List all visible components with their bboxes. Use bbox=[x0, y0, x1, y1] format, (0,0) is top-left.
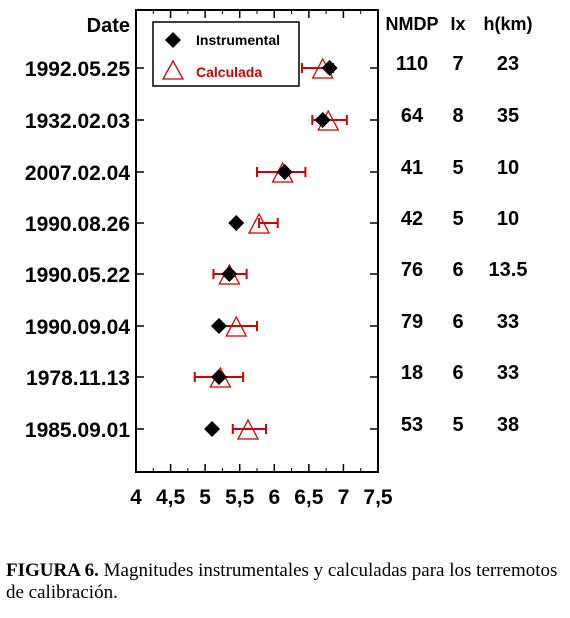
row-value-h: 13.5 bbox=[489, 259, 528, 281]
instrumental-marker bbox=[321, 60, 338, 76]
instrumental-marker bbox=[314, 112, 331, 128]
instrumental-marker bbox=[221, 266, 238, 282]
x-tick-label: 4 bbox=[130, 486, 142, 509]
legend-instrumental-label: Instrumental bbox=[196, 32, 280, 48]
row-value-nmdp: 79 bbox=[401, 311, 423, 333]
row-value-nmdp: 41 bbox=[401, 157, 423, 179]
column-header: Ix bbox=[450, 14, 465, 34]
figure-caption: FIGURA 6. Magnitudes instrumentales y ca… bbox=[6, 560, 566, 604]
row-date-label: 1985.09.01 bbox=[25, 419, 130, 442]
row-value-h: 10 bbox=[497, 157, 519, 179]
x-tick-label: 5,5 bbox=[225, 486, 255, 509]
row-date-label: 1932.02.03 bbox=[25, 110, 130, 133]
row-value-h: 23 bbox=[497, 53, 519, 75]
calculada-marker bbox=[236, 418, 260, 440]
legend-instrumental-marker bbox=[165, 32, 181, 48]
instrumental-marker bbox=[228, 215, 245, 231]
x-tick-label: 6,5 bbox=[294, 486, 324, 509]
instrumental-marker bbox=[210, 369, 227, 385]
row-value-ix: 5 bbox=[452, 208, 463, 230]
row-value-h: 33 bbox=[497, 362, 519, 384]
legend-box bbox=[152, 21, 300, 87]
x-tick-label: 4,5 bbox=[156, 486, 186, 509]
legend-calculada-label: Calculada bbox=[196, 64, 262, 80]
row-date-label: 1978.11.13 bbox=[26, 367, 130, 390]
row-value-ix: 8 bbox=[452, 105, 463, 127]
row-value-ix: 6 bbox=[452, 311, 463, 333]
row-value-nmdp: 64 bbox=[401, 105, 424, 127]
x-tick-label: 7,5 bbox=[363, 486, 393, 509]
instrumental-marker bbox=[276, 164, 293, 180]
row-value-nmdp: 76 bbox=[401, 259, 423, 281]
x-tick-label: 7 bbox=[338, 486, 350, 509]
row-value-nmdp: 42 bbox=[401, 208, 423, 230]
column-header: NMDP bbox=[386, 14, 439, 34]
row-value-h: 35 bbox=[497, 105, 519, 127]
row-date-label: 1990.09.04 bbox=[25, 316, 130, 339]
caption-text: Magnitudes instrumentales y calculadas p… bbox=[6, 560, 558, 603]
column-header: h(km) bbox=[484, 14, 533, 34]
row-header: Date bbox=[87, 15, 130, 37]
row-date-label: 1990.05.22 bbox=[25, 264, 130, 287]
row-value-ix: 7 bbox=[452, 53, 463, 75]
calculada-marker bbox=[225, 315, 248, 337]
row-value-h: 38 bbox=[497, 414, 519, 436]
row-date-label: 1992.05.25 bbox=[25, 58, 130, 81]
row-value-ix: 5 bbox=[452, 414, 463, 436]
row-date-label: 1990.08.26 bbox=[25, 213, 130, 236]
row-value-ix: 6 bbox=[452, 362, 463, 384]
instrumental-marker bbox=[204, 421, 221, 437]
instrumental-marker bbox=[210, 318, 227, 334]
caption-label: FIGURA 6. bbox=[6, 560, 99, 581]
row-value-nmdp: 18 bbox=[401, 362, 423, 384]
row-value-h: 33 bbox=[497, 311, 519, 333]
row-value-h: 10 bbox=[497, 208, 519, 230]
x-tick-label: 6 bbox=[268, 486, 280, 509]
row-value-nmdp: 53 bbox=[401, 414, 423, 436]
row-date-label: 2007.02.04 bbox=[25, 162, 130, 185]
x-tick-label: 5 bbox=[199, 486, 211, 509]
calculada-marker bbox=[247, 212, 271, 234]
row-value-ix: 6 bbox=[452, 259, 463, 281]
row-value-nmdp: 110 bbox=[396, 53, 428, 75]
legend-calculada-marker bbox=[161, 59, 185, 80]
row-value-ix: 5 bbox=[452, 157, 463, 179]
